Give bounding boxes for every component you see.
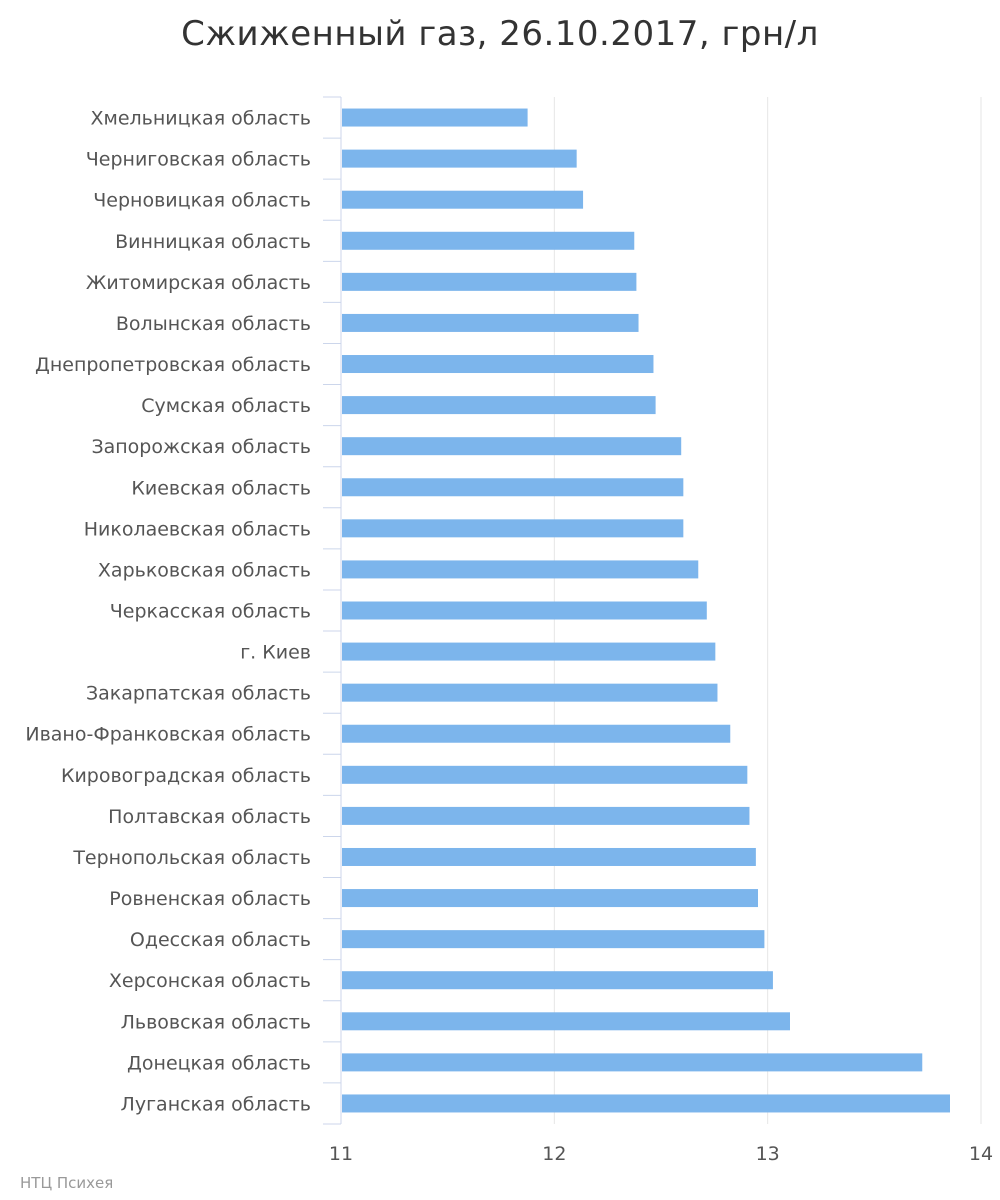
category-label: Киевская область [131,477,311,499]
category-label: Львовская область [121,1011,311,1033]
bar [342,847,756,866]
bar [342,724,731,743]
category-label: Луганская область [121,1093,311,1115]
bar [342,601,707,620]
chart-title: Сжиженный газ, 26.10.2017, грн/л [181,14,819,54]
bar [342,1053,923,1072]
bar [342,765,748,784]
category-labels: Хмельницкая область Черниговская область Ч… [25,108,311,1116]
bar [342,437,682,456]
category-label: Запорожская область [91,436,311,458]
category-label: г. Киев [240,642,311,664]
category-label: Ивано-Франковская область [25,724,311,746]
bar [342,478,684,497]
category-label: Винницкая область [115,231,311,253]
bar [342,149,577,168]
bar [342,190,584,209]
category-label: Черновицкая область [93,190,311,212]
category-label: Кировоградская область [61,765,311,787]
category-label: Днепропетровская область [35,354,311,376]
category-label: Волынская область [116,313,311,335]
category-axis [323,96,342,1125]
x-tick-label: 14 [969,1143,993,1165]
bar [342,396,656,415]
bar [342,1094,950,1113]
credit-text: НТЦ Психея [20,1174,114,1192]
bar [342,231,635,250]
category-label: Полтавская область [108,806,311,828]
bar [342,683,718,702]
bar [342,806,750,825]
category-label: Херсонская область [109,970,311,992]
x-tick-label: 13 [756,1143,780,1165]
category-label: Житомирская область [86,272,311,294]
category-label: Сумская область [141,395,311,417]
bar [342,889,758,908]
bar [342,930,765,949]
category-label: Хмельницкая область [90,108,311,130]
bar [342,1012,790,1031]
category-label: Черкасская область [110,601,311,623]
bar [342,355,654,374]
category-label: Одесская область [130,929,311,951]
x-tick-label: 12 [542,1143,566,1165]
category-label: Ровненская область [109,888,311,910]
bar [342,560,699,579]
value-axis-ticks: 11 12 13 14 [329,1143,993,1165]
bar [342,108,528,127]
bar [342,313,639,332]
category-label: Закарпатская область [86,683,311,705]
bar [342,272,637,291]
x-tick-label: 11 [329,1143,353,1165]
bar [342,642,716,661]
bar [342,971,773,990]
category-label: Тернопольская область [72,847,311,869]
bar [342,519,684,538]
category-label: Черниговская область [86,149,311,171]
category-label: Николаевская область [84,518,311,540]
category-label: Донецкая область [127,1052,311,1074]
bars [342,108,950,1113]
category-label: Харьковская область [98,559,311,581]
